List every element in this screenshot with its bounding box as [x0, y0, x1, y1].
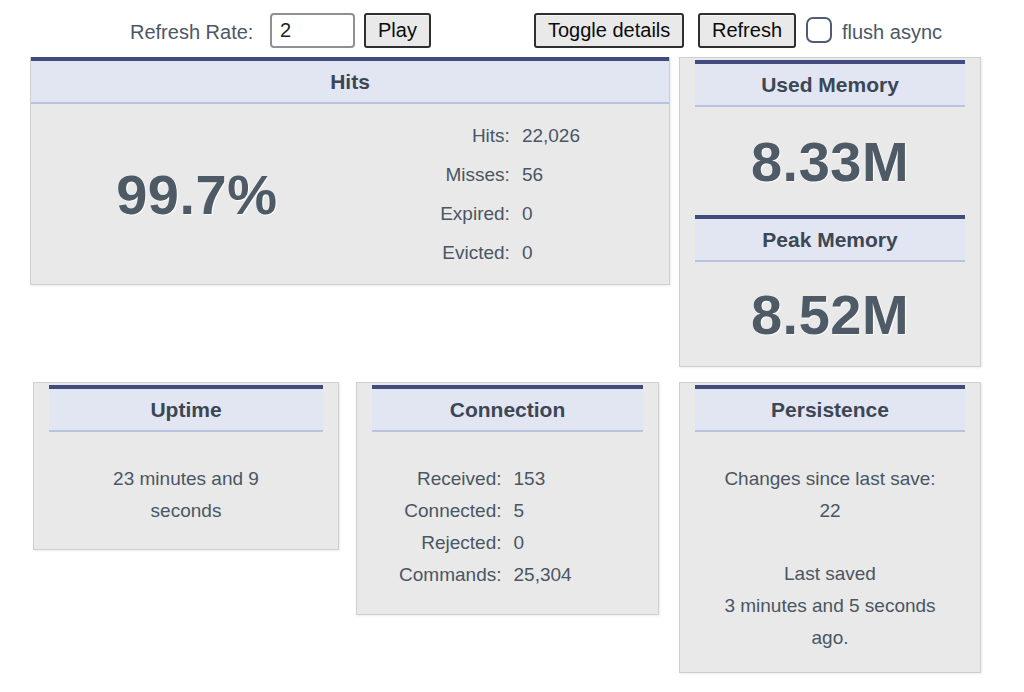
connection-panel-title: Connection [372, 385, 643, 432]
stat-value: 153 [514, 463, 644, 495]
peak-memory-value: 8.52M [751, 282, 909, 347]
hits-panel: Hits 99.7% Hits: 22,026 Misses: 56 Expir… [30, 57, 670, 285]
stat-value: 0 [514, 527, 644, 559]
persistence-saved-line: Last saved [695, 558, 965, 590]
uptime-text-line: seconds [49, 495, 323, 527]
stat-row: Expired: 0 [363, 194, 669, 233]
stat-row: Received: 153 [372, 463, 643, 495]
stat-row: Misses: 56 [363, 155, 669, 194]
uptime-panel-title: Uptime [49, 385, 323, 432]
refresh-rate-label: Refresh Rate: [130, 21, 253, 44]
stat-row: Rejected: 0 [372, 527, 643, 559]
hits-stats: Hits: 22,026 Misses: 56 Expired: 0 Evict… [363, 104, 669, 284]
stat-row: Evicted: 0 [363, 233, 669, 272]
flush-async-label: flush async [842, 21, 942, 44]
persistence-changes-line: Changes since last save: [695, 463, 965, 495]
refresh-rate-input[interactable] [270, 13, 355, 48]
used-memory-value: 8.33M [751, 129, 909, 194]
stat-label: Rejected: [372, 527, 502, 559]
stat-value: 25,304 [514, 559, 644, 591]
uptime-panel-body: 23 minutes and 9 seconds [49, 432, 323, 527]
stat-label: Misses: [363, 155, 510, 194]
persistence-panel-title: Persistence [695, 385, 965, 432]
stat-value: 22,026 [522, 116, 669, 155]
uptime-panel: Uptime 23 minutes and 9 seconds [33, 382, 339, 550]
stat-label: Hits: [363, 116, 510, 155]
peak-memory-title: Peak Memory [695, 215, 965, 262]
uptime-text-line: 23 minutes and 9 [49, 463, 323, 495]
connection-panel-body: Received: 153 Connected: 5 Rejected: 0 C… [372, 432, 643, 591]
toggle-details-button[interactable]: Toggle details [534, 13, 684, 48]
stat-label: Expired: [363, 194, 510, 233]
hit-rate-value: 99.7% [116, 162, 277, 227]
flush-async-checkbox[interactable] [806, 17, 832, 43]
hits-panel-body: 99.7% Hits: 22,026 Misses: 56 Expired: 0… [31, 104, 669, 284]
stat-row: Hits: 22,026 [363, 116, 669, 155]
connection-panel: Connection Received: 153 Connected: 5 Re… [356, 382, 659, 615]
persistence-panel-body: Changes since last save: 22 Last saved 3… [695, 432, 965, 654]
stat-value: 5 [514, 495, 644, 527]
hits-panel-title: Hits [31, 57, 669, 104]
peak-memory-cell: 8.52M [695, 262, 965, 366]
refresh-button[interactable]: Refresh [698, 13, 796, 48]
stat-row: Connected: 5 [372, 495, 643, 527]
persistence-saved-line: 3 minutes and 5 seconds [695, 590, 965, 622]
toolbar: Refresh Rate: Play Toggle details Refres… [0, 0, 1024, 56]
stat-label: Evicted: [363, 233, 510, 272]
stat-label: Connected: [372, 495, 502, 527]
memory-panel: Used Memory 8.33M Peak Memory 8.52M [679, 57, 981, 367]
stat-value: 0 [522, 194, 669, 233]
play-button[interactable]: Play [364, 13, 431, 48]
persistence-changes-value: 22 [695, 495, 965, 527]
used-memory-cell: 8.33M [695, 107, 965, 215]
stat-label: Received: [372, 463, 502, 495]
persistence-panel: Persistence Changes since last save: 22 … [679, 382, 981, 673]
stat-row: Commands: 25,304 [372, 559, 643, 591]
stat-label: Commands: [372, 559, 502, 591]
hit-rate-cell: 99.7% [31, 104, 363, 284]
stat-value: 56 [522, 155, 669, 194]
stat-value: 0 [522, 233, 669, 272]
used-memory-title: Used Memory [695, 60, 965, 107]
persistence-saved-line: ago. [695, 622, 965, 654]
